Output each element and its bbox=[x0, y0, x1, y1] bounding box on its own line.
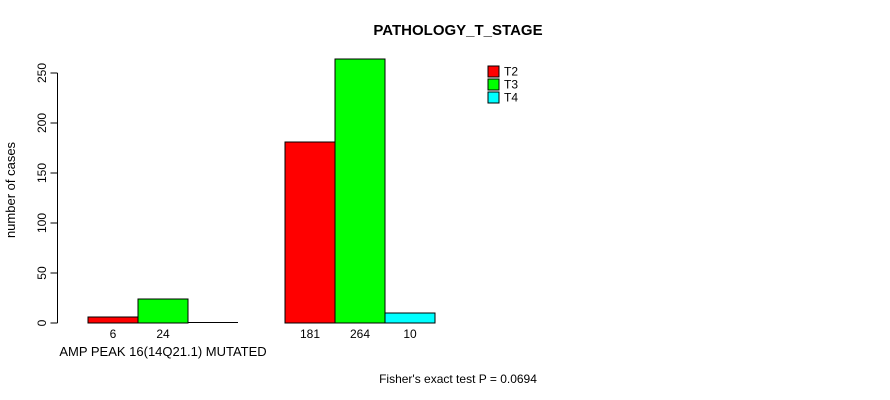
y-tick-label: 200 bbox=[35, 113, 49, 133]
chart-title: PATHOLOGY_T_STAGE bbox=[373, 22, 542, 39]
bar-value-label: 10 bbox=[403, 327, 417, 341]
y-axis-label: number of cases bbox=[3, 141, 18, 238]
bar-value-label: 181 bbox=[300, 327, 320, 341]
legend-swatch-T3 bbox=[487, 78, 500, 91]
bar-T3-group2 bbox=[334, 58, 386, 324]
y-tick-label: 50 bbox=[35, 266, 49, 280]
x-category-label: AMP PEAK 16(14Q21.1) MUTATED bbox=[59, 344, 266, 359]
x-category-labels: AMP PEAK 16(14Q21.1) MUTATED bbox=[59, 344, 266, 359]
bar-T4-group2 bbox=[384, 312, 436, 324]
y-axis: 0 50 100 150 200 250 bbox=[35, 63, 58, 326]
legend-swatch-T2 bbox=[487, 65, 500, 78]
bar-T2-group1 bbox=[87, 316, 139, 324]
bar-value-label: 6 bbox=[110, 327, 117, 341]
y-tick-label: 150 bbox=[35, 163, 49, 183]
y-tick-label: 100 bbox=[35, 213, 49, 233]
legend-label-T3: T3 bbox=[504, 78, 518, 92]
legend-label-T2: T2 bbox=[504, 65, 518, 79]
bar-groups: 6 24 181 264 10 bbox=[87, 58, 436, 341]
legend-swatch-T4 bbox=[487, 91, 500, 104]
bar-value-label: 264 bbox=[350, 327, 370, 341]
legend-label-T4: T4 bbox=[504, 91, 518, 105]
bar-T2-group2 bbox=[284, 141, 336, 324]
fisher-test-footnote: Fisher's exact test P = 0.0694 bbox=[379, 372, 537, 386]
bar-value-label: 24 bbox=[156, 327, 170, 341]
bar-T3-group1 bbox=[137, 298, 189, 324]
y-tick-label: 250 bbox=[35, 63, 49, 83]
y-tick-label: 0 bbox=[35, 319, 49, 326]
